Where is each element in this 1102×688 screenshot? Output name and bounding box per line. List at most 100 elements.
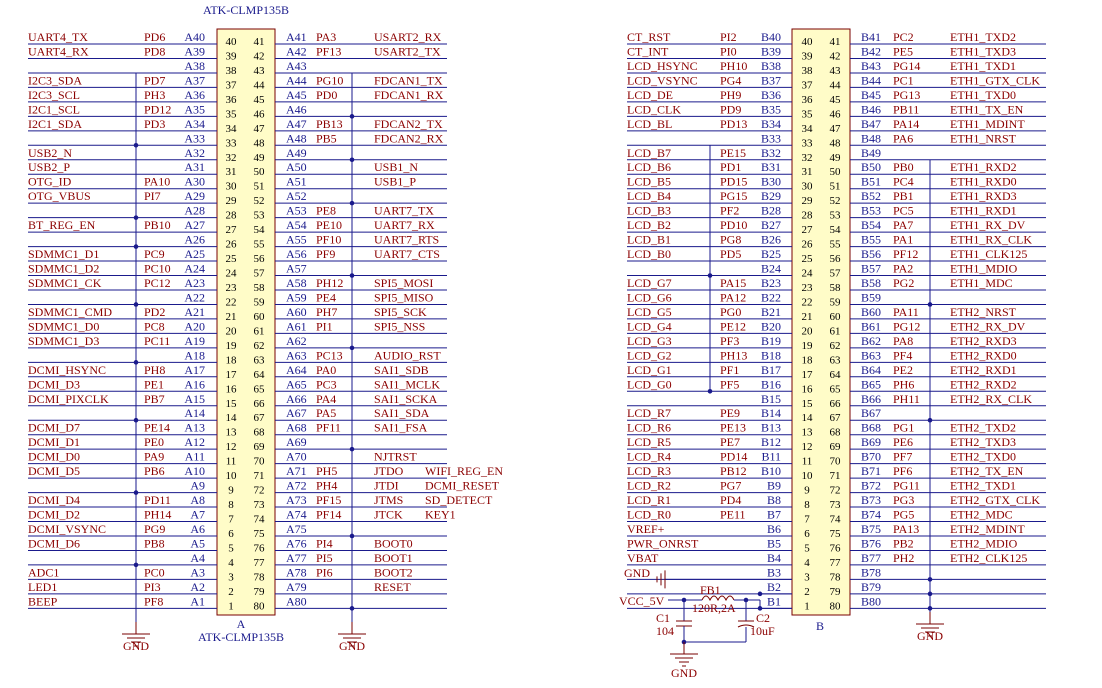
io-label: PC5 xyxy=(893,204,914,218)
io-label: PH9 xyxy=(720,88,741,102)
signal-label: I2C1_SCL xyxy=(28,102,80,116)
io-label: PE11 xyxy=(720,508,746,522)
pin-name: B72 xyxy=(861,479,881,493)
pin-name: B8 xyxy=(767,493,781,507)
junction-dot xyxy=(349,200,355,206)
io-label: PA13 xyxy=(893,522,919,536)
signal-label: SAI1_MCLK xyxy=(374,377,440,391)
pin-name: B5 xyxy=(767,536,781,550)
pin-number: 50 xyxy=(830,166,842,178)
io-label: PF14 xyxy=(316,508,341,522)
pin-name: A45 xyxy=(286,88,307,102)
pin-number: 37 xyxy=(802,79,814,91)
junction-dot xyxy=(133,215,139,220)
pin-name: B57 xyxy=(861,262,881,276)
pin-name: A71 xyxy=(286,464,307,478)
pin-number: 59 xyxy=(254,296,266,308)
pin-number: 54 xyxy=(254,224,266,236)
pin-name: A12 xyxy=(184,435,205,449)
io-label: PI2 xyxy=(720,30,737,44)
signal-label: ETH1_TXD1 xyxy=(950,59,1016,73)
signal-label: SPI5_SCK xyxy=(374,305,427,319)
pin-name: B71 xyxy=(861,464,881,478)
signal-label: CT_INT xyxy=(627,44,669,58)
pin-name: A32 xyxy=(184,146,205,160)
io-label: PG1 xyxy=(893,421,914,435)
pin-name: B6 xyxy=(767,522,781,536)
io-label: PF4 xyxy=(893,348,912,362)
signal-label: USB2_P xyxy=(28,160,70,174)
pin-name: B78 xyxy=(861,565,881,579)
signal-label: ETH1_GTX_CLK xyxy=(950,73,1040,87)
pin-number: 43 xyxy=(254,65,266,77)
pin-name: A1 xyxy=(190,594,205,608)
pin-number: 5 xyxy=(228,542,234,554)
signal-label: UART4_TX xyxy=(28,30,88,44)
signal-label: FDCAN2_RX xyxy=(374,131,444,145)
junction-dot xyxy=(349,273,355,278)
io-label: PF7 xyxy=(893,450,912,464)
pin-name: B77 xyxy=(861,551,881,565)
signal-label: UART7_CTS xyxy=(374,247,440,261)
pin-name: A50 xyxy=(286,160,307,174)
signal-label: USB2_N xyxy=(28,146,72,160)
signal-label: LCD_B3 xyxy=(627,204,671,218)
pin-number: 8 xyxy=(804,499,810,511)
io-label: PA14 xyxy=(893,117,919,131)
pin-name: A17 xyxy=(184,363,205,377)
io-label: PF11 xyxy=(316,421,341,435)
pin-number: 51 xyxy=(254,181,265,193)
pin-name: B1 xyxy=(767,594,781,608)
pin-number: 31 xyxy=(802,166,813,178)
pin-name: B46 xyxy=(861,102,881,116)
pin-name: B18 xyxy=(761,348,781,362)
io-label: PI3 xyxy=(144,580,161,594)
ground-symbol xyxy=(670,642,698,667)
signal-label: BT_REG_EN xyxy=(28,218,96,232)
signal-label: ETH2_TXD0 xyxy=(950,450,1016,464)
connector-b-gnd-bottom-label: GND xyxy=(671,666,697,680)
io-label: PB7 xyxy=(144,392,165,406)
pin-name: A68 xyxy=(286,421,307,435)
pin-number: 61 xyxy=(830,325,841,337)
pin-number: 64 xyxy=(254,369,266,381)
io-label: PB1 xyxy=(893,189,914,203)
signal-label: BEEP xyxy=(28,594,58,608)
vcc-5v-label: VCC_5V xyxy=(619,594,665,608)
pin-number: 27 xyxy=(802,224,814,236)
pin-name: A64 xyxy=(286,363,307,377)
pin-name: B49 xyxy=(861,146,881,160)
io-label: PF9 xyxy=(316,247,335,261)
pin-number: 63 xyxy=(254,354,266,366)
pin-name: A20 xyxy=(184,319,205,333)
pin-number: 77 xyxy=(254,557,266,569)
pin-name: A49 xyxy=(286,146,307,160)
junction-dot xyxy=(927,302,933,307)
io-label: PA3 xyxy=(316,30,336,44)
pin-number: 7 xyxy=(804,514,810,526)
pin-number: 45 xyxy=(830,94,842,106)
capacitor-c1-ref: C1 xyxy=(656,611,670,625)
io-label: PB13 xyxy=(316,117,343,131)
io-label: PC11 xyxy=(144,334,170,348)
io-label: PH13 xyxy=(720,348,747,362)
io-label: PB8 xyxy=(144,536,165,550)
pin-number: 29 xyxy=(226,195,238,207)
pin-number: 4 xyxy=(228,557,234,569)
pin-number: 40 xyxy=(802,36,814,48)
pin-number: 73 xyxy=(830,499,842,511)
io-label: PB10 xyxy=(144,218,171,232)
connector-b-part-label: B xyxy=(816,619,824,633)
io-label: PB11 xyxy=(893,102,919,116)
pin-number: 18 xyxy=(226,354,238,366)
pin-number: 31 xyxy=(226,166,237,178)
io-label: PG7 xyxy=(720,479,741,493)
pin-number: 10 xyxy=(802,470,814,482)
pin-name: B14 xyxy=(761,406,781,420)
pin-number: 34 xyxy=(802,123,814,135)
pin-name: A78 xyxy=(286,565,307,579)
pin-number: 80 xyxy=(254,600,266,612)
pin-name: A26 xyxy=(184,233,205,247)
pin-number: 12 xyxy=(802,441,813,453)
io-label: PF1 xyxy=(720,363,739,377)
